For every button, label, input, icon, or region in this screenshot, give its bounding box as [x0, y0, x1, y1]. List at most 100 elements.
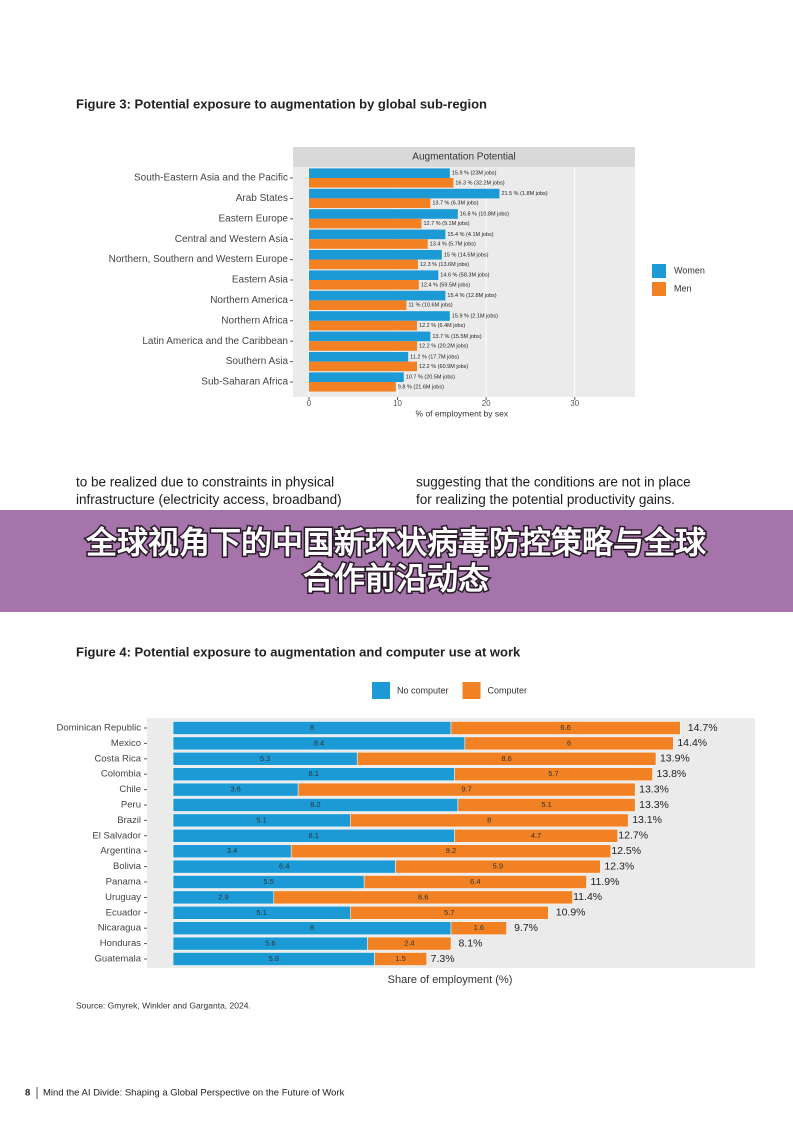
bar-segment: [457, 798, 636, 812]
bar: [308, 229, 446, 240]
bar-segment: [273, 890, 573, 905]
bar: [308, 250, 442, 260]
legend-label: No computer: [397, 685, 449, 695]
x-tick-label: 30: [570, 399, 579, 408]
category-label: Southern Asia: [226, 356, 289, 367]
value-label: 8.4: [314, 738, 324, 747]
paragraph-line: infrastructure (electricity access, broa…: [76, 492, 342, 507]
bar-segment: [297, 782, 636, 797]
panel-strip: [293, 147, 635, 167]
value-label: 16.3 % (32.2M jobs): [455, 180, 504, 186]
bar-segment: [363, 875, 587, 889]
category-label: Honduras: [100, 938, 141, 949]
category-label: Argentina: [100, 846, 141, 857]
legend-swatch: [652, 264, 666, 278]
value-label: 15.9 % (2.1M jobs): [452, 313, 498, 319]
total-label: 14.7%: [688, 722, 718, 734]
value-label: 5.9: [493, 862, 503, 871]
value-label: 8: [487, 815, 491, 824]
category-label: Northern, Southern and Western Europe: [109, 254, 289, 265]
category-label: Arab States: [236, 193, 288, 204]
value-label: 13.7 % (15.5M jobs): [432, 334, 481, 340]
value-label: 5.5: [263, 877, 273, 886]
bar-segment: [349, 813, 629, 828]
total-label: 12.3%: [604, 860, 634, 872]
category-label: Chile: [119, 784, 141, 795]
value-label: 12.7 % (9.1M jobs): [423, 221, 469, 227]
bar: [308, 168, 450, 178]
bar: [308, 382, 396, 392]
value-label: 2.4: [404, 939, 414, 948]
value-label: 1.5: [395, 954, 405, 963]
value-label: 2.9: [218, 892, 228, 901]
x-tick-label: 0: [307, 399, 312, 408]
value-label: 11 % (10.6M jobs): [408, 303, 452, 309]
category-label: Nicaragua: [98, 923, 142, 934]
category-label: Central and Western Asia: [175, 234, 289, 245]
paragraph-line: for realizing the potential productivity…: [416, 492, 675, 507]
category-label: Panama: [106, 877, 142, 888]
value-label: 9.8 % (21.6M jobs): [398, 384, 444, 390]
value-label: 9.2: [446, 846, 456, 855]
value-label: 5.3: [260, 754, 270, 763]
category-label: Peru: [121, 800, 141, 811]
category-label: Guatemala: [95, 954, 142, 965]
value-label: 8: [310, 723, 314, 732]
total-label: 10.9%: [556, 907, 586, 919]
bar: [308, 311, 450, 321]
value-label: 8: [310, 923, 314, 932]
category-label: Uruguay: [105, 892, 141, 903]
value-label: 15.9 % (23M jobs): [452, 171, 497, 177]
legend-swatch: [652, 282, 666, 296]
banner-bg: [0, 510, 793, 612]
value-label: 14.6 % (58.3M jobs): [440, 273, 489, 279]
value-label: 3.4: [227, 846, 237, 855]
total-label: 14.4%: [677, 737, 707, 749]
value-label: 5.1: [256, 908, 266, 917]
value-label: 5.6: [265, 939, 275, 948]
banner-title: 合作前沿动态: [303, 562, 489, 598]
total-label: 7.3%: [431, 953, 455, 965]
category-label: Latin America and the Caribbean: [142, 336, 288, 347]
value-label: 8.6: [418, 892, 428, 901]
bar-segment: [450, 921, 507, 935]
value-label: 5.7: [548, 769, 558, 778]
bar-segment: [290, 844, 612, 858]
total-label: 12.5%: [611, 845, 641, 857]
value-label: 12.2 % (6.4M jobs): [419, 323, 465, 329]
bar: [308, 270, 439, 280]
category-label: Ecuador: [106, 907, 141, 918]
value-label: 5.1: [541, 800, 551, 809]
category-label: Eastern Asia: [232, 275, 289, 286]
total-label: 13.9%: [660, 753, 690, 765]
total-label: 11.4%: [573, 891, 602, 903]
total-label: 9.7%: [514, 922, 538, 934]
figure-title: Figure 4: Potential exposure to augmenta…: [76, 644, 521, 659]
bar: [308, 361, 418, 372]
bar: [308, 352, 409, 362]
bar-segment: [395, 859, 601, 874]
bar: [308, 218, 422, 229]
figure-title: Figure 3: Potential exposure to augmenta…: [76, 96, 487, 111]
bar-segment: [450, 721, 681, 735]
value-label: 12.2 % (20.2M jobs): [419, 343, 468, 349]
legend-label: Women: [674, 265, 705, 275]
value-label: 15.4 % (12.8M jobs): [447, 293, 496, 299]
bar: [308, 209, 458, 219]
category-label: Brazil: [117, 815, 141, 826]
value-label: 16.8 % (10.8M jobs): [460, 211, 509, 217]
total-label: 13.1%: [632, 814, 662, 826]
value-label: 8.1: [309, 769, 319, 778]
x-tick-label: 20: [482, 399, 491, 408]
value-label: 10.7 % (20.5M jobs): [406, 375, 455, 381]
x-tick-label: 10: [393, 399, 402, 408]
total-label: 8.1%: [458, 937, 482, 949]
total-label: 12.7%: [618, 830, 648, 842]
bar: [308, 280, 419, 290]
value-label: 8.6: [501, 754, 511, 763]
bar-segment: [464, 736, 674, 751]
footer-text: Mind the AI Divide: Shaping a Global Per…: [43, 1088, 345, 1099]
value-label: 1.6: [474, 923, 484, 932]
category-label: Sub-Saharan Africa: [201, 377, 288, 388]
